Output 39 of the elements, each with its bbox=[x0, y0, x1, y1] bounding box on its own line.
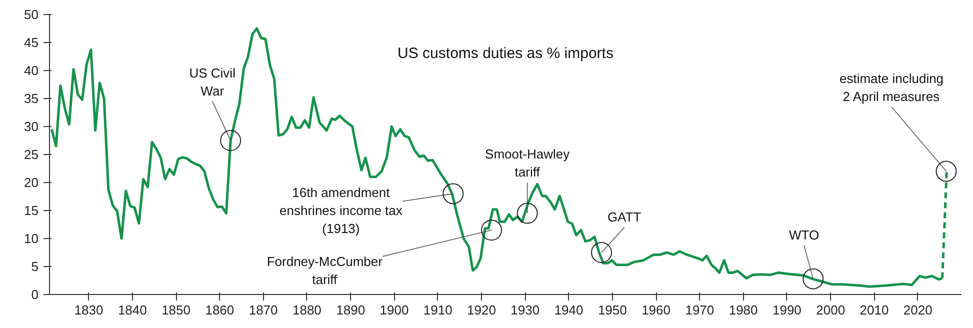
x-tick-label: 1970 bbox=[685, 302, 714, 318]
y-tick-label: 45 bbox=[24, 35, 39, 50]
y-tick-label: 0 bbox=[31, 287, 39, 302]
x-tick-label: 1840 bbox=[118, 302, 147, 318]
x-tick-label: 1850 bbox=[162, 302, 191, 318]
x-tick-label: 1910 bbox=[423, 302, 452, 318]
x-tick-label: 1890 bbox=[336, 302, 366, 318]
annotation: WTO bbox=[788, 227, 820, 242]
x-tick-label: 1860 bbox=[205, 302, 234, 318]
y-tick-label: 20 bbox=[24, 175, 39, 190]
x-tick-label: 1960 bbox=[642, 302, 671, 318]
x-tick-label: 1950 bbox=[598, 302, 627, 318]
x-tick-label: 1900 bbox=[380, 302, 409, 318]
text: US customs duties as % imports bbox=[398, 45, 614, 62]
x-tick-label: 1830 bbox=[74, 302, 104, 318]
x-tick-label: 1990 bbox=[772, 302, 802, 318]
x-tick-label: 1920 bbox=[467, 302, 496, 318]
y-tick-label: 15 bbox=[24, 203, 39, 218]
x-tick-label: 1880 bbox=[292, 302, 322, 318]
x-tick-label: 2010 bbox=[860, 302, 889, 318]
y-tick-label: 25 bbox=[24, 147, 39, 162]
y-tick-label: 30 bbox=[24, 119, 39, 134]
annotation: estimate including 2 April measures bbox=[839, 71, 944, 104]
x-tick-label: 1980 bbox=[728, 302, 758, 318]
x-tick-label: 1940 bbox=[554, 302, 584, 318]
annotation: GATT bbox=[607, 210, 642, 224]
annotation: Fordney-McCumber tariff bbox=[266, 254, 384, 287]
x-tick-label: 1870 bbox=[248, 302, 278, 318]
annotation: Smoot-Hawley tariff bbox=[485, 146, 570, 180]
y-tick-label: 40 bbox=[24, 63, 39, 78]
x-tick-label: 1930 bbox=[510, 302, 540, 318]
x-tick-label: 2000 bbox=[816, 302, 846, 318]
y-tick-label: 5 bbox=[31, 259, 39, 274]
y-tick-label: 50 bbox=[24, 7, 39, 22]
annotation: US Civil War bbox=[189, 66, 236, 98]
annotation: 16th amendment enshrines income tax (1913) bbox=[280, 185, 403, 236]
x-tick-label: 2020 bbox=[903, 302, 932, 318]
y-tick-label: 35 bbox=[24, 91, 39, 106]
y-tick-label: 10 bbox=[24, 231, 39, 246]
